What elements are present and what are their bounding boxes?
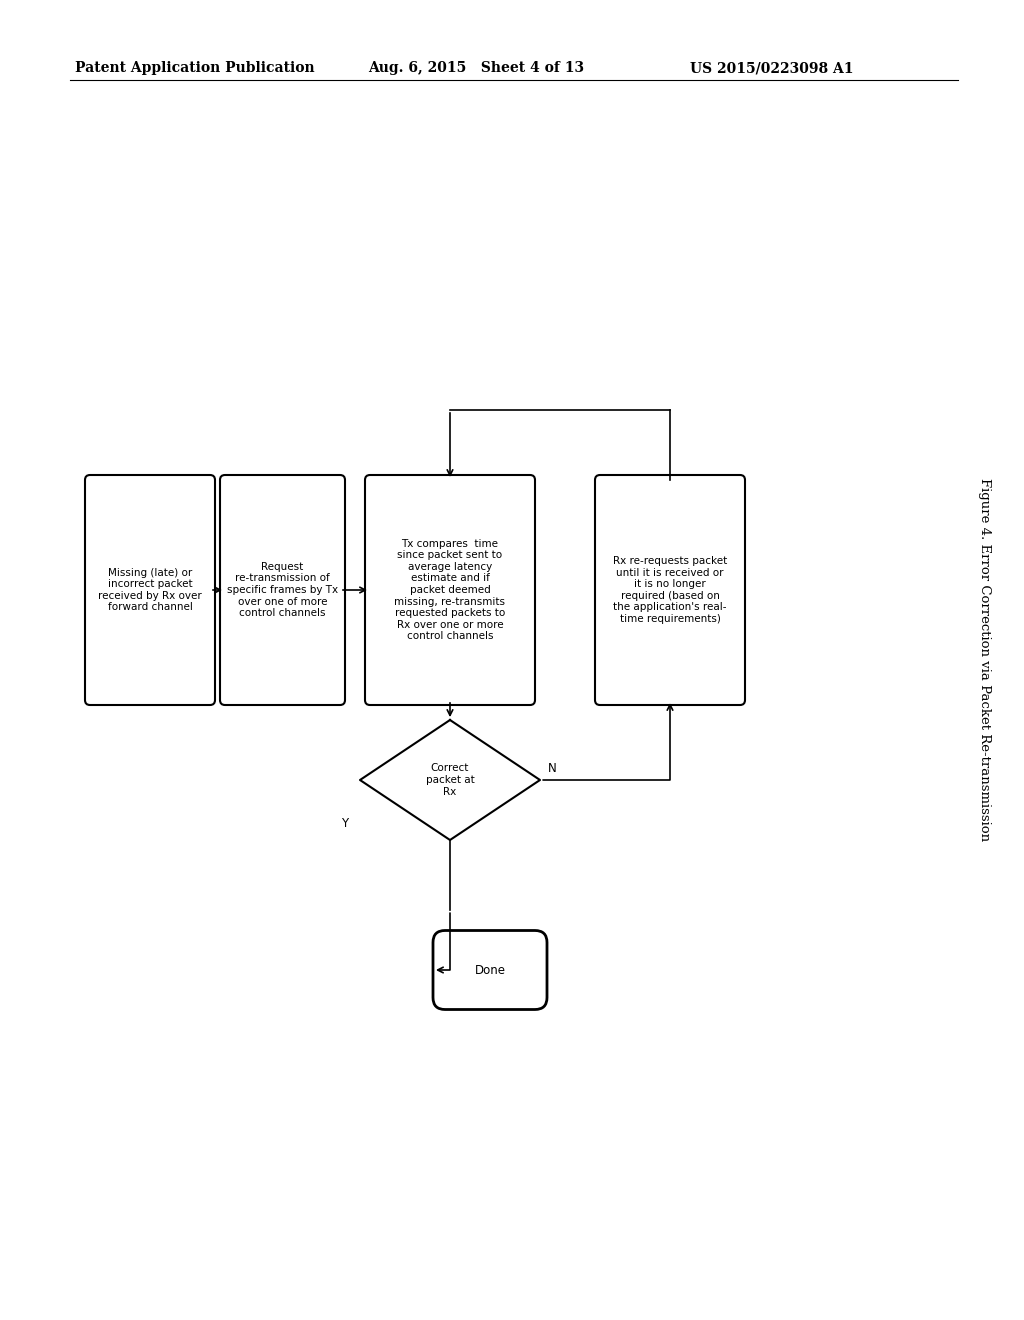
- Text: Request
re-transmission of
specific frames by Tx
over one of more
control channe: Request re-transmission of specific fram…: [227, 562, 338, 618]
- Text: Patent Application Publication: Patent Application Publication: [75, 61, 314, 75]
- Text: Correct
packet at
Rx: Correct packet at Rx: [426, 763, 474, 796]
- Text: Rx re-requests packet
until it is received or
it is no longer
required (based on: Rx re-requests packet until it is receiv…: [613, 556, 727, 624]
- Text: Done: Done: [474, 964, 506, 977]
- FancyBboxPatch shape: [365, 475, 535, 705]
- FancyBboxPatch shape: [595, 475, 745, 705]
- Text: N: N: [548, 762, 557, 775]
- Text: US 2015/0223098 A1: US 2015/0223098 A1: [690, 61, 853, 75]
- Text: Missing (late) or
incorrect packet
received by Rx over
forward channel: Missing (late) or incorrect packet recei…: [98, 568, 202, 612]
- FancyBboxPatch shape: [85, 475, 215, 705]
- FancyBboxPatch shape: [433, 931, 547, 1010]
- FancyBboxPatch shape: [220, 475, 345, 705]
- Text: Y: Y: [341, 817, 348, 830]
- Text: Aug. 6, 2015   Sheet 4 of 13: Aug. 6, 2015 Sheet 4 of 13: [368, 61, 584, 75]
- Polygon shape: [360, 719, 540, 840]
- Text: Figure 4. Error Correction via Packet Re-transmission: Figure 4. Error Correction via Packet Re…: [979, 478, 991, 842]
- Text: Tx compares  time
since packet sent to
average latency
estimate and if
packet de: Tx compares time since packet sent to av…: [394, 539, 506, 642]
